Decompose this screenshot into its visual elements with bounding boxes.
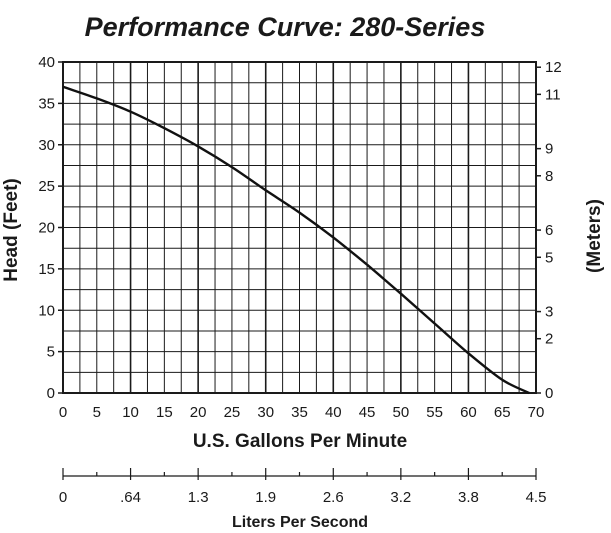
y-tick-label: 40 (38, 54, 55, 71)
x-tick-label: 25 (224, 404, 241, 421)
x-tick-label: 55 (426, 404, 443, 421)
x-tick-label: 5 (93, 404, 101, 421)
y2-axis-label: (Meters) (584, 199, 605, 273)
x-tick-label: 15 (156, 404, 173, 421)
lps-tick-label: 3.2 (390, 489, 411, 506)
x-tick-label: 50 (393, 404, 410, 421)
right-axis-ticks: 0 2 3 5 6 8 9 11 12 (536, 59, 562, 402)
y2-tick-label: 11 (545, 86, 561, 103)
chart-title: Performance Curve: 280-Series (85, 12, 486, 42)
y2-tick-label: 6 (545, 222, 553, 239)
lps-tick-label: .64 (120, 489, 141, 506)
y-tick-label: 0 (47, 385, 55, 402)
x-tick-label: 40 (325, 404, 342, 421)
y2-tick-label: 0 (545, 385, 553, 402)
x2-axis-label: Liters Per Second (232, 514, 368, 531)
x-tick-label: 45 (359, 404, 376, 421)
lps-tick-label: 1.9 (255, 489, 276, 506)
y-axis-label: Head (Feet) (1, 178, 22, 281)
x-tick-label: 70 (528, 404, 545, 421)
x-tick-label: 10 (122, 404, 139, 421)
y-tick-label: 30 (38, 137, 55, 154)
y-tick-label: 15 (38, 261, 55, 278)
y-tick-label: 20 (38, 220, 55, 237)
y2-tick-label: 12 (545, 59, 562, 76)
curve-layer (62, 85, 530, 395)
y-tick-label: 25 (38, 178, 55, 195)
bottom-axis-ticks: 0 5 10 15 20 25 30 35 40 45 50 55 60 65 70 (59, 404, 545, 421)
y-tick-label: 35 (38, 95, 55, 112)
x-tick-label: 0 (59, 404, 67, 421)
performance-curve-line (62, 85, 530, 395)
y2-tick-label: 3 (545, 304, 553, 321)
lps-tick-label: 3.8 (458, 489, 479, 506)
x-tick-label: 65 (494, 404, 511, 421)
y2-tick-label: 9 (545, 141, 553, 158)
x-tick-label: 35 (291, 404, 308, 421)
liters-per-second-scale: 0 .64 1.3 1.9 2.6 3.2 3.8 4.5 (59, 468, 547, 506)
left-axis-ticks: 0 5 10 15 20 25 30 35 40 (38, 54, 63, 402)
x-tick-label: 20 (190, 404, 207, 421)
y-tick-label: 10 (38, 302, 55, 319)
x-tick-label: 60 (460, 404, 477, 421)
y2-tick-label: 2 (545, 331, 553, 348)
x-axis-label: U.S. Gallons Per Minute (193, 431, 407, 452)
lps-tick-label: 4.5 (526, 489, 547, 506)
y-tick-label: 5 (47, 344, 55, 361)
lps-tick-label: 0 (59, 489, 67, 506)
y2-tick-label: 5 (545, 249, 553, 266)
lps-tick-label: 2.6 (323, 489, 344, 506)
x-tick-label: 30 (257, 404, 274, 421)
plot-grid (62, 61, 537, 394)
lps-tick-label: 1.3 (188, 489, 209, 506)
y2-tick-label: 8 (545, 168, 553, 185)
